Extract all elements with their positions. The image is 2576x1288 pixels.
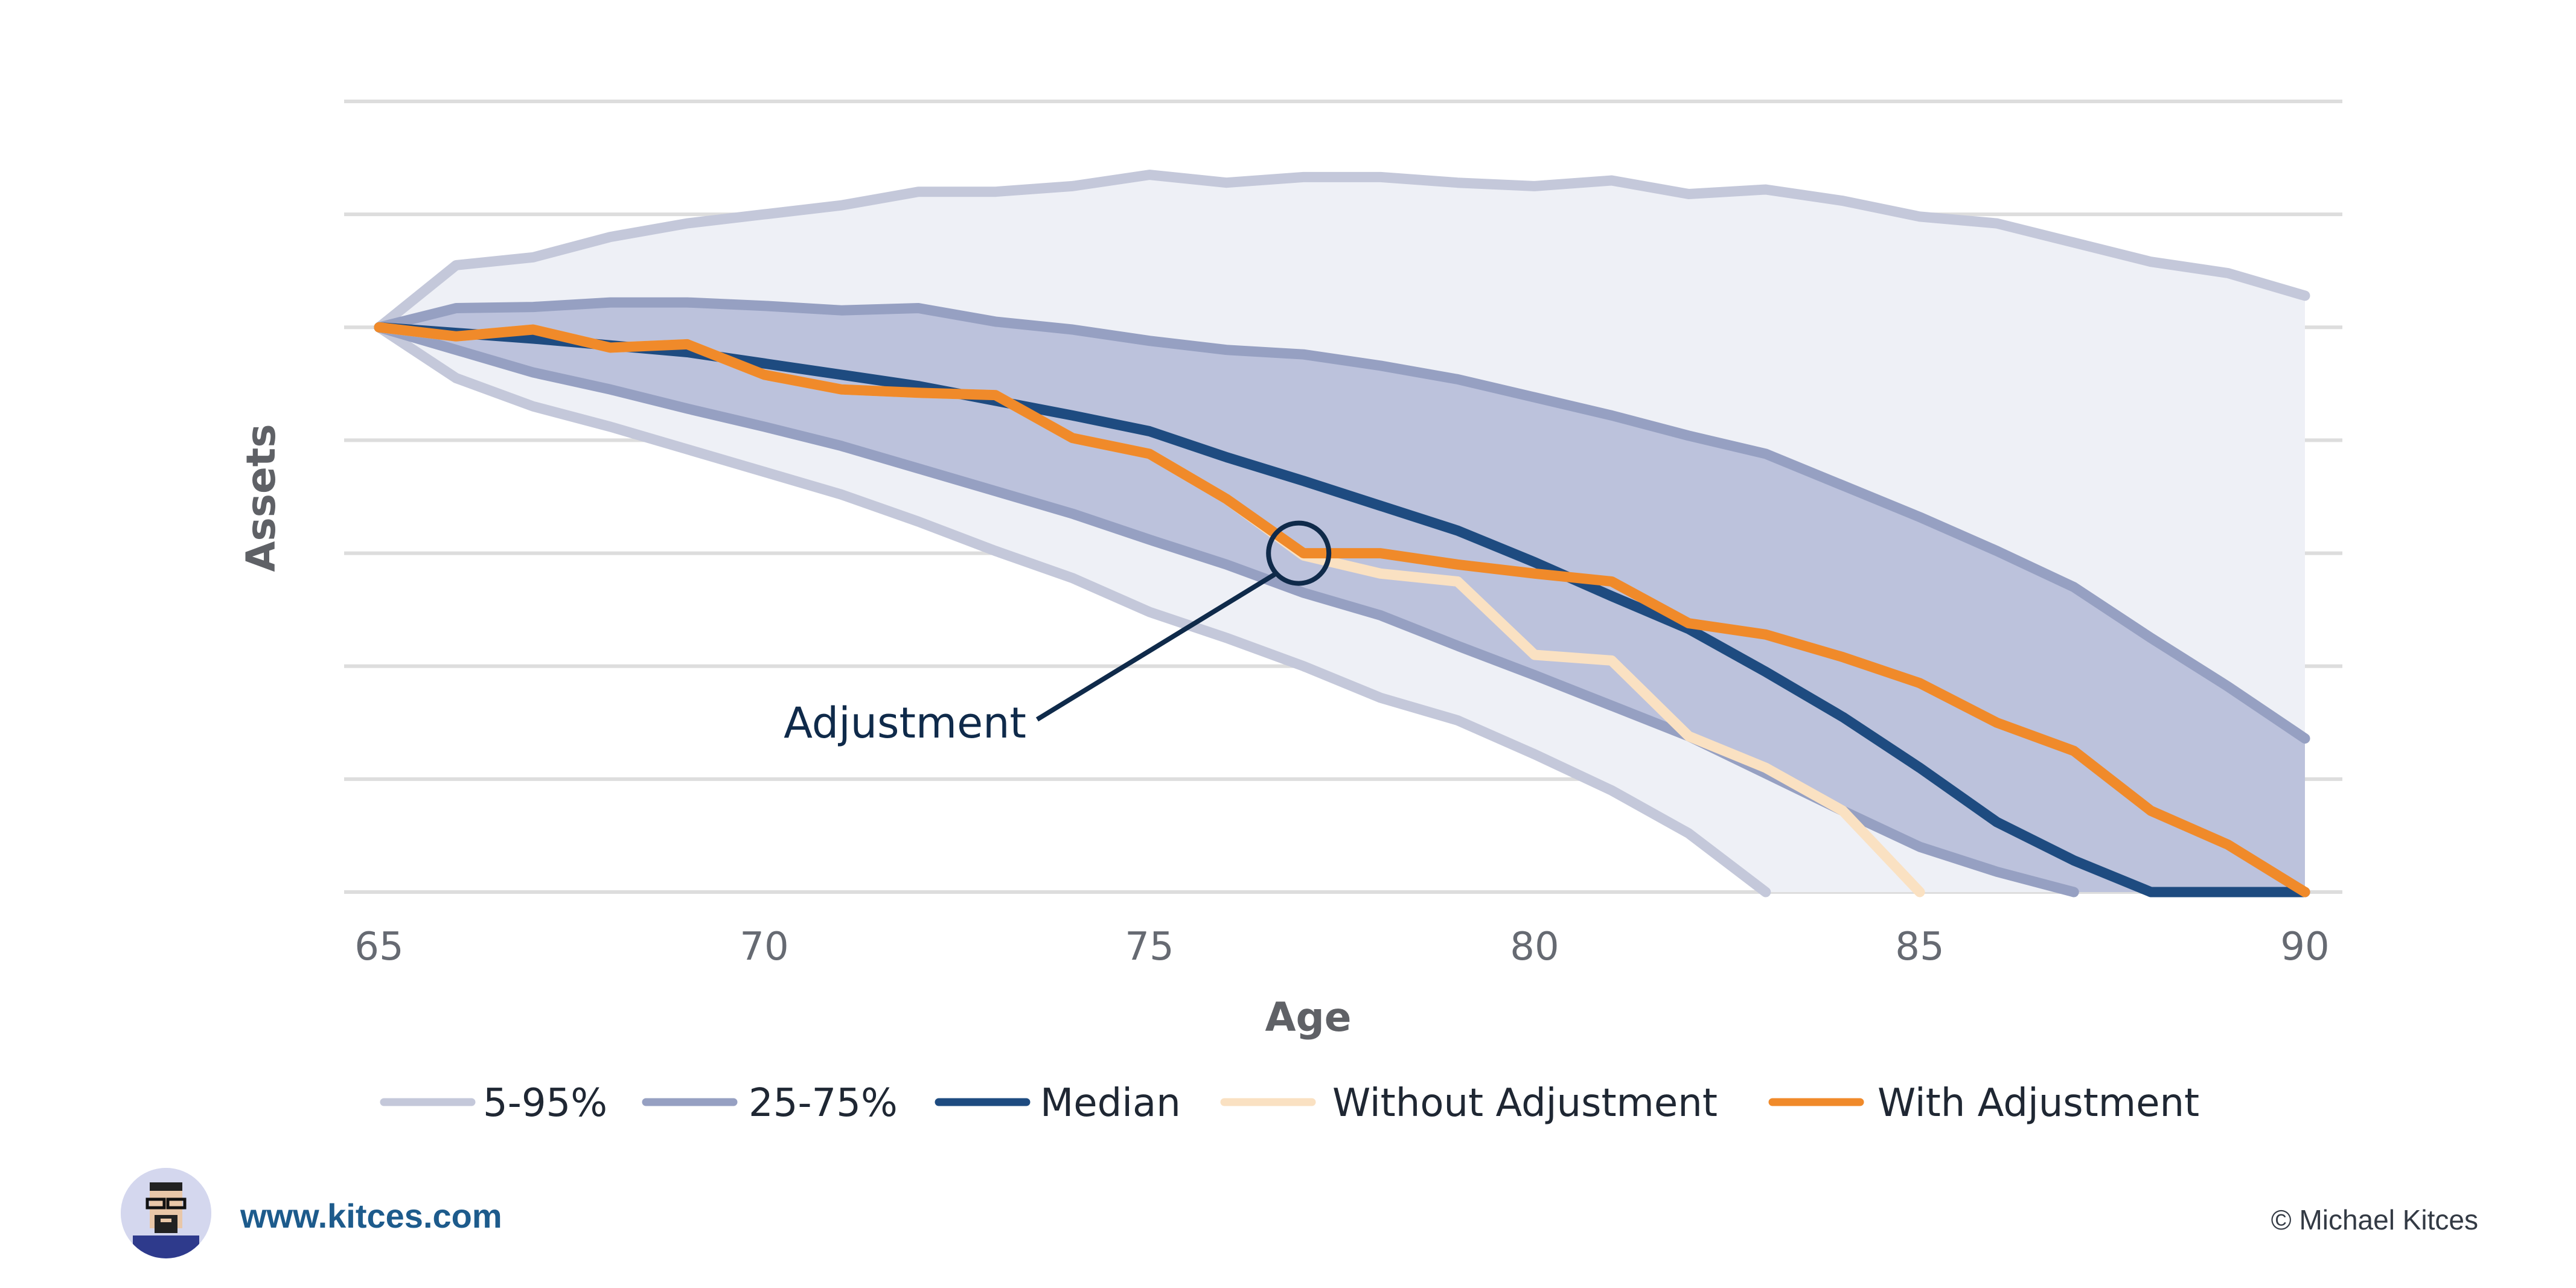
legend-label: Median [1040, 1081, 1181, 1126]
series-lines [374, 170, 2310, 897]
line-5-95-upper [374, 170, 2310, 333]
legend-label: 5-95% [483, 1081, 607, 1126]
x-tick-label: 80 [1510, 925, 1559, 969]
annotation-leader-line [1035, 572, 1277, 722]
line-25-75-upper [374, 297, 2310, 744]
line-with-adjustment [374, 322, 2310, 897]
website-link[interactable]: www.kitces.com [240, 1197, 502, 1235]
author-avatar [121, 1168, 211, 1258]
annotation-layer: Adjustment [784, 520, 1332, 748]
legend-label: With Adjustment [1878, 1081, 2199, 1126]
annotation-circle [1266, 520, 1332, 586]
line-5-95-lower [374, 322, 1771, 897]
avatar-portrait-icon [121, 1168, 211, 1258]
x-tick-label: 90 [2280, 925, 2329, 969]
y-axis-title: Assets [238, 424, 284, 572]
legend-label: 25-75% [749, 1081, 898, 1126]
x-tick-label: 85 [1895, 925, 1944, 969]
copyright-text: © Michael Kitces [2271, 1204, 2478, 1235]
x-tick-label: 70 [740, 925, 788, 969]
annotation-label: Adjustment [784, 698, 1026, 748]
x-axis-ticks: 65 70 75 80 85 90 [354, 925, 2329, 969]
x-tick-label: 75 [1125, 925, 1174, 969]
x-tick-label: 65 [354, 925, 403, 969]
legend: 5-95% 25-75% Median Without Adjustment With … [380, 1081, 2199, 1126]
percentile-bands [379, 174, 2305, 893]
legend-label: Without Adjustment [1332, 1081, 1718, 1126]
x-axis-title: Age [1265, 994, 1351, 1041]
